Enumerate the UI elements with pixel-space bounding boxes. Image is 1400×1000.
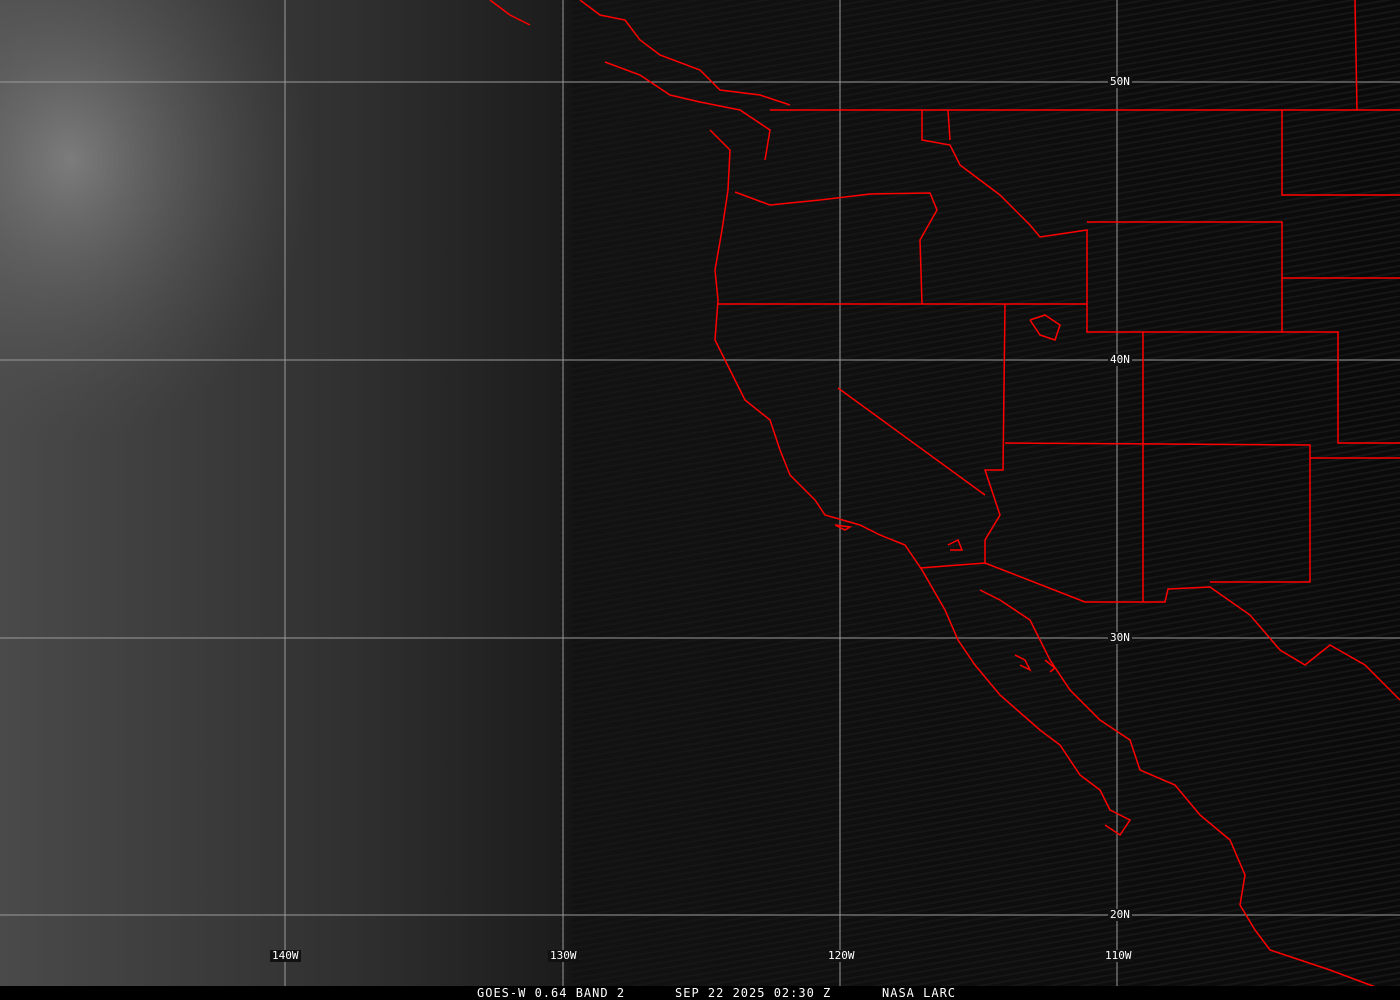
latitude-label: 40N bbox=[1108, 353, 1132, 366]
coastline bbox=[489, 0, 531, 26]
caption-bar: GOES-W 0.64 BAND 2 SEP 22 2025 02:30 Z N… bbox=[0, 986, 1400, 1000]
island-outline bbox=[947, 538, 964, 551]
political-borders bbox=[489, 0, 1400, 996]
caption-satellite: GOES-W 0.64 BAND 2 bbox=[477, 986, 626, 1000]
longitude-label: 130W bbox=[548, 949, 579, 962]
northwest-cloud-band bbox=[0, 0, 700, 800]
caption-datetime: SEP 22 2025 02:30 Z bbox=[675, 986, 832, 1000]
border-us-mexico bbox=[919, 562, 1400, 701]
state-line bbox=[921, 110, 1144, 602]
state-line bbox=[1281, 110, 1400, 196]
state-line bbox=[1004, 442, 1311, 583]
island-outline bbox=[1014, 654, 1032, 672]
state-line bbox=[983, 303, 1006, 563]
state-line bbox=[947, 109, 951, 141]
latitude-label: 50N bbox=[1108, 75, 1132, 88]
coastline bbox=[979, 589, 1400, 996]
state-line bbox=[1087, 221, 1283, 333]
longitude-label: 120W bbox=[826, 949, 857, 962]
state-line bbox=[837, 387, 986, 496]
lake-outline bbox=[1029, 314, 1061, 341]
latitude-label: 30N bbox=[1108, 631, 1132, 644]
longitude-label: 110W bbox=[1103, 949, 1134, 962]
state-line bbox=[1354, 0, 1358, 111]
coastline bbox=[604, 61, 771, 161]
state-line bbox=[1282, 331, 1400, 444]
island-outline bbox=[1044, 659, 1057, 673]
coastline bbox=[709, 129, 1132, 837]
coastline bbox=[579, 0, 791, 106]
latitude-label: 20N bbox=[1108, 908, 1132, 921]
caption-source: NASA LARC bbox=[882, 986, 957, 1000]
state-line bbox=[734, 191, 938, 305]
island-outline bbox=[834, 524, 853, 531]
longitude-label: 140W bbox=[270, 949, 301, 962]
